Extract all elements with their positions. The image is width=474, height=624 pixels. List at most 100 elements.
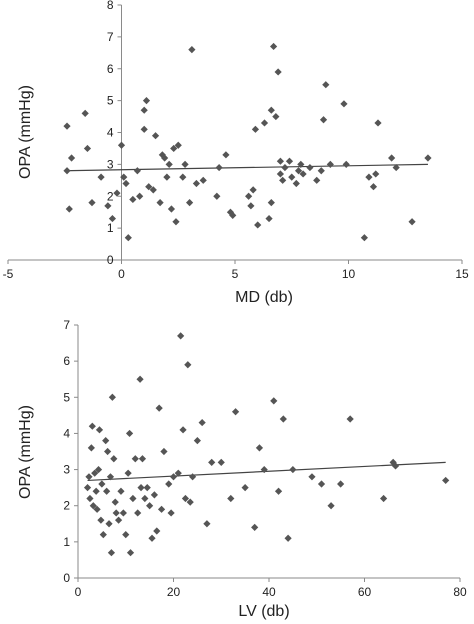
md-data-point — [372, 170, 380, 178]
md-data-point — [156, 199, 164, 207]
md-data-point — [63, 122, 71, 130]
lv-data-point — [99, 531, 107, 539]
lv-data-point — [88, 422, 96, 430]
md-y-tick-label: 5 — [107, 94, 114, 108]
md-y-tick-label: 3 — [107, 157, 114, 171]
md-data-point — [326, 160, 334, 168]
md-data-point — [165, 160, 173, 168]
md-data-point — [279, 176, 287, 184]
md-data-point — [172, 218, 180, 226]
lv-data-point — [279, 415, 287, 423]
lv-data-point — [85, 473, 93, 481]
lv-data-point — [189, 473, 197, 481]
md-chart: -5 0 5 10 15 0 1 2 3 4 5 6 7 8 MD (db) OPA (mmHg) — [3, 0, 469, 306]
lv-data-point — [157, 505, 166, 513]
lv-data-point — [131, 455, 139, 463]
lv-data-point — [98, 480, 106, 488]
md-x-tick-label: 10 — [342, 267, 356, 281]
lv-data-point — [260, 465, 268, 474]
lv-data-point — [95, 426, 104, 434]
lv-data-point — [198, 418, 206, 427]
lv-data-point — [146, 502, 154, 510]
lv-data-point — [114, 516, 123, 524]
md-data-point — [161, 154, 169, 162]
md-data-point — [251, 125, 260, 133]
lv-data-point — [148, 534, 156, 542]
md-data-point — [267, 199, 275, 207]
lv-trendline — [87, 461, 446, 482]
md-data-point — [276, 157, 284, 165]
lv-y-tick-label: 0 — [63, 571, 70, 585]
md-data-point — [120, 173, 128, 181]
lv-data-point — [117, 487, 125, 495]
md-x-axis-title: MD (db) — [235, 289, 293, 306]
lv-data-point — [124, 469, 132, 477]
lv-y-tick-label: 6 — [63, 354, 70, 368]
md-data-point — [81, 109, 89, 117]
lv-x-tick-label: 0 — [75, 585, 82, 599]
lv-data-point — [110, 455, 118, 463]
md-data-point — [129, 195, 137, 204]
lv-data-point — [184, 361, 192, 369]
lv-data-point — [177, 332, 185, 340]
md-data-point — [174, 141, 182, 149]
md-data-point — [229, 211, 237, 219]
lv-data-point — [181, 494, 190, 503]
md-data-point — [281, 163, 289, 172]
md-data-point — [265, 214, 273, 223]
lv-x-tick-label: 60 — [358, 585, 372, 599]
lv-x-axis-title: LV (db) — [238, 603, 289, 620]
lv-data-point — [119, 509, 127, 517]
lv-data-point — [308, 473, 316, 481]
md-data-point — [392, 163, 400, 172]
md-data-point — [67, 154, 76, 162]
lv-data-point — [270, 397, 278, 405]
md-data-point — [149, 186, 157, 194]
md-data-point — [267, 106, 275, 114]
lv-data-point — [169, 473, 178, 481]
md-y-tick-label: 2 — [107, 189, 114, 203]
md-data-point — [360, 234, 368, 242]
lv-data-point — [94, 465, 103, 474]
lv-data-point — [289, 465, 297, 474]
md-data-point — [408, 218, 416, 226]
lv-data-point — [105, 520, 113, 528]
lv-data-point — [137, 484, 145, 492]
lv-data-point — [327, 502, 335, 510]
lv-data-point — [122, 531, 130, 539]
lv-data-point — [141, 494, 149, 503]
lv-data-point — [389, 458, 397, 466]
md-x-tick-label: 0 — [118, 267, 125, 281]
lv-data-point — [111, 498, 119, 506]
lv-data-point — [160, 447, 168, 456]
md-x-tick-label: 5 — [232, 267, 239, 281]
lv-data-point — [179, 426, 187, 434]
md-x-tick-label: -5 — [3, 267, 14, 281]
lv-data-point — [103, 487, 111, 495]
lv-y-tick-label: 4 — [63, 426, 70, 440]
lv-data-point — [251, 523, 259, 531]
md-data-point — [65, 205, 73, 213]
lv-data-point — [97, 516, 105, 524]
lv-data-point — [93, 505, 101, 513]
md-data-point — [274, 68, 282, 76]
lv-data-point — [83, 484, 92, 492]
lv-data-point — [167, 509, 175, 517]
md-data-point — [269, 42, 278, 51]
md-data-point — [317, 167, 325, 175]
md-data-point — [288, 173, 296, 181]
md-data-point — [108, 214, 117, 223]
lv-data-point — [136, 375, 144, 383]
md-data-point — [133, 167, 141, 175]
md-data-point — [199, 176, 207, 184]
lv-y-tick-label: 7 — [63, 318, 70, 332]
lv-data-point — [107, 549, 116, 557]
lv-data-point — [231, 408, 240, 416]
lv-data-point — [91, 469, 99, 477]
md-data-point — [104, 202, 112, 210]
md-data-point — [186, 199, 194, 207]
md-data-point — [245, 192, 253, 200]
lv-y-tick-label: 3 — [63, 463, 70, 477]
md-data-point — [306, 163, 314, 172]
md-data-point — [313, 176, 321, 184]
